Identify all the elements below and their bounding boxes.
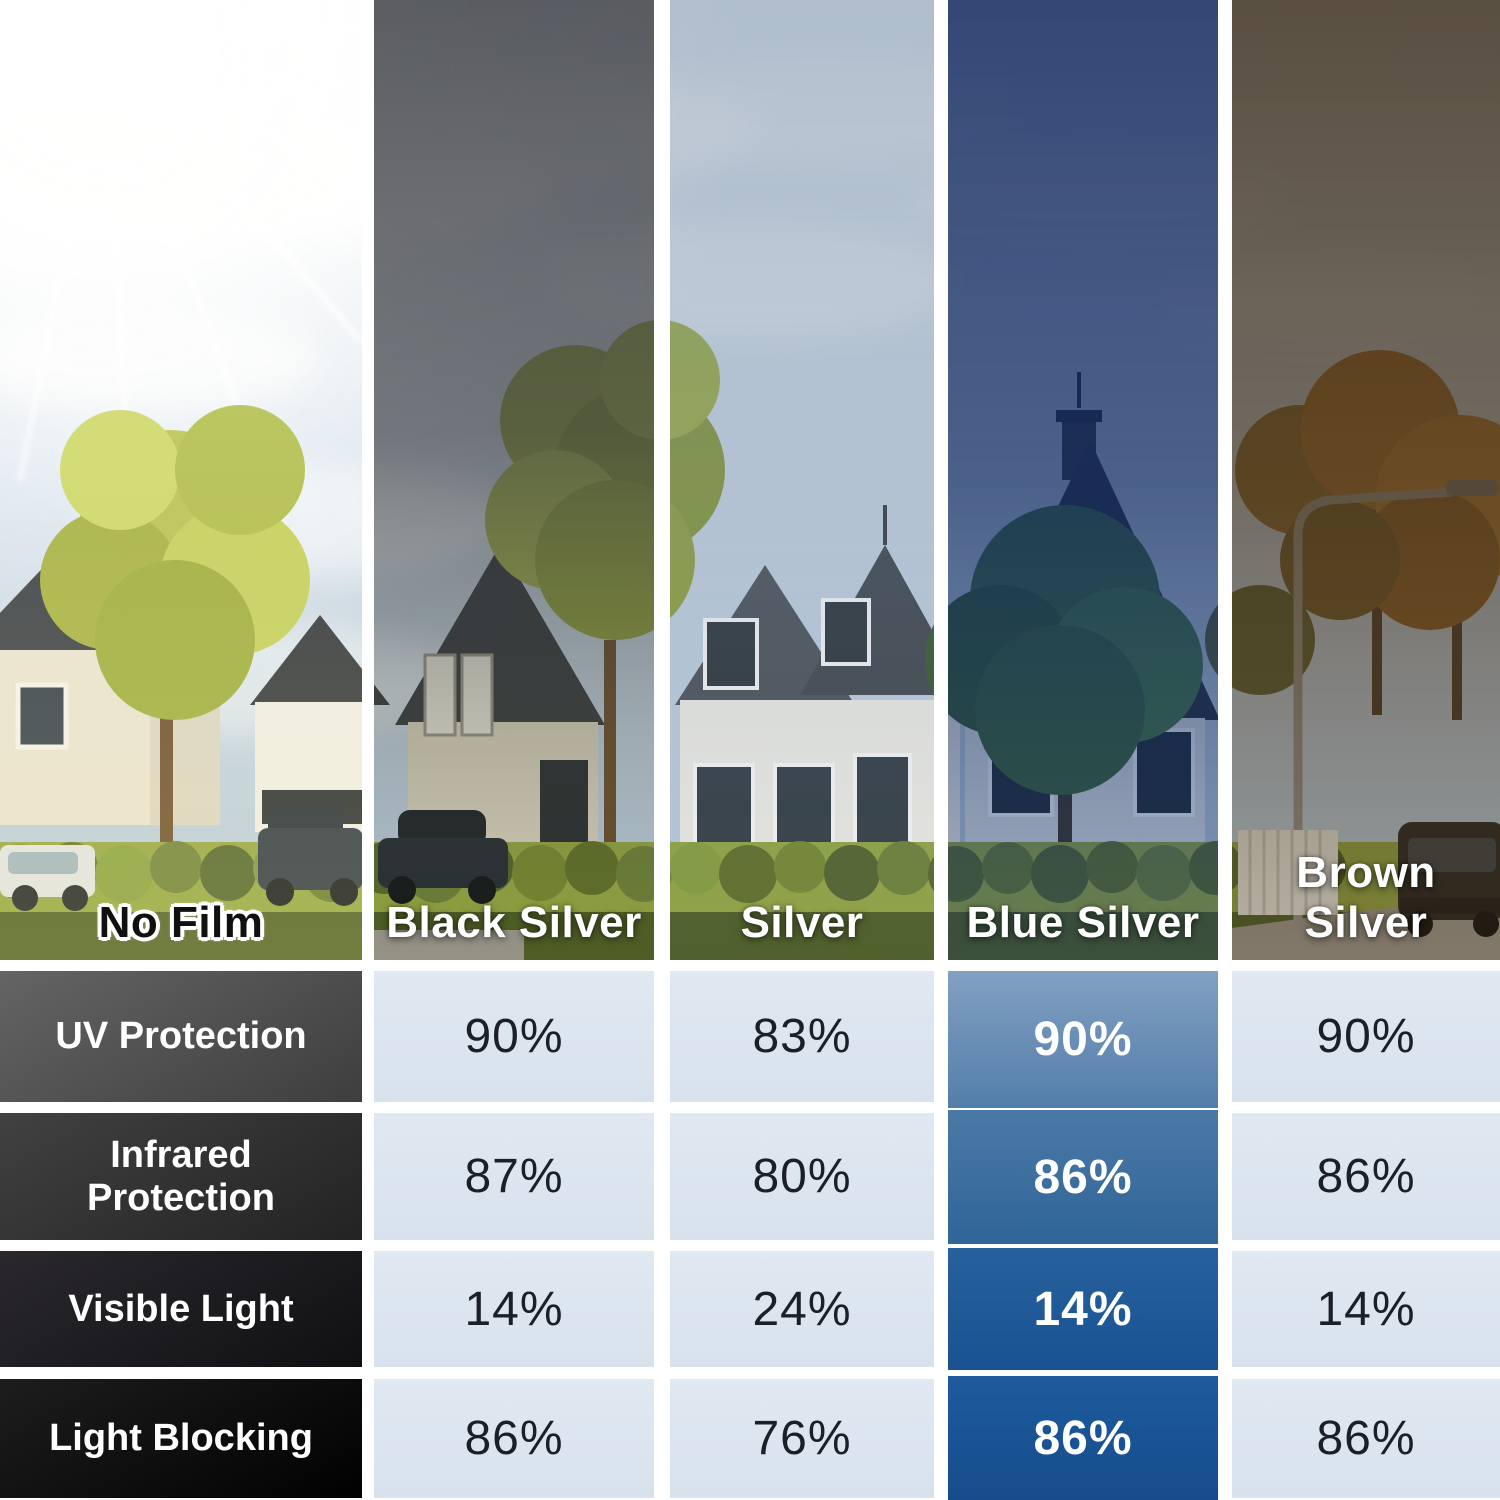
cell-lb-brown-silver: 86% [1232, 1379, 1500, 1498]
panel-divider [934, 0, 948, 960]
tint-brown-silver [1232, 0, 1500, 960]
cell-lb-silver: 76% [670, 1379, 934, 1498]
cell-lb-black-silver: 86% [374, 1379, 654, 1498]
row-label-text: UV Protection [55, 1015, 307, 1058]
panel-divider [654, 0, 670, 960]
cell-uv-blue-silver: 90% [948, 971, 1218, 1108]
row-label-light-blocking: Light Blocking [0, 1379, 362, 1498]
cell-ir-blue-silver: 86% [948, 1110, 1218, 1244]
cell-value: 86% [464, 1412, 564, 1465]
cell-vl-brown-silver: 14% [1232, 1251, 1500, 1367]
panel-label-blue-silver: Blue Silver [966, 898, 1200, 947]
tint-silver [670, 0, 934, 960]
cell-vl-black-silver: 14% [374, 1251, 654, 1367]
cell-value: 86% [1316, 1150, 1416, 1203]
panel-label-brown-silver: Brown Silver [1296, 848, 1436, 947]
row-label-text: Light Blocking [49, 1417, 313, 1460]
cell-value: 76% [752, 1412, 852, 1465]
cell-uv-black-silver: 90% [374, 971, 654, 1102]
tint-black-silver [374, 0, 654, 960]
cell-lb-blue-silver: 86% [948, 1376, 1218, 1500]
panel-label-black-silver: Black Silver [386, 898, 642, 947]
row-label-visible-light: Visible Light [0, 1251, 362, 1367]
cell-vl-silver: 24% [670, 1251, 934, 1367]
panel-divider [362, 0, 374, 960]
cell-value: 86% [1033, 1411, 1133, 1465]
cell-value: 14% [1316, 1282, 1416, 1336]
row-label-text: Visible Light [68, 1287, 294, 1330]
cell-value: 86% [1316, 1412, 1416, 1465]
cell-value: 90% [1033, 1013, 1133, 1066]
row-label-infrared-protection: Infrared Protection [0, 1113, 362, 1240]
panel-divider [1218, 0, 1232, 960]
cell-vl-blue-silver: 14% [948, 1248, 1218, 1370]
cell-value: 24% [752, 1282, 852, 1336]
panel-label-silver: Silver [740, 898, 864, 947]
cell-value: 83% [752, 1010, 852, 1063]
cell-value: 90% [1316, 1010, 1416, 1063]
cell-value: 14% [464, 1282, 564, 1336]
panel-label-no-film: No Film [98, 898, 264, 947]
row-label-text: Infrared Protection [87, 1133, 275, 1219]
cell-value: 80% [752, 1150, 852, 1203]
cell-uv-silver: 83% [670, 971, 934, 1102]
cell-value: 87% [464, 1150, 564, 1203]
tint-no-film [0, 0, 362, 960]
cell-value: 14% [1033, 1282, 1133, 1336]
cell-value: 86% [1033, 1150, 1133, 1204]
cell-uv-brown-silver: 90% [1232, 971, 1500, 1102]
cell-ir-brown-silver: 86% [1232, 1113, 1500, 1240]
cell-value: 90% [464, 1010, 564, 1063]
tint-blue-silver [948, 0, 1218, 960]
cell-ir-silver: 80% [670, 1113, 934, 1240]
cell-ir-black-silver: 87% [374, 1113, 654, 1240]
photo-strip: No Film Black Silver Silver Blue Silver … [0, 0, 1500, 960]
row-label-uv-protection: UV Protection [0, 971, 362, 1102]
